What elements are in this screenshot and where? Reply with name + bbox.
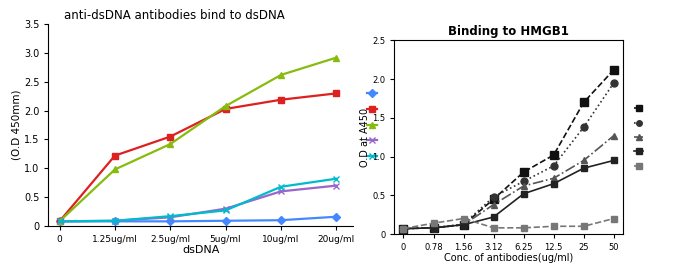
Text: anti-dsDNA antibodies bind to dsDNA: anti-dsDNA antibodies bind to dsDNA [64,9,284,22]
Y-axis label: O.D at A450: O.D at A450 [360,108,370,167]
X-axis label: dsDNA: dsDNA [182,245,219,255]
Legend: , , , , : , , , , [363,86,387,164]
Y-axis label: (O.D 450mm): (O.D 450mm) [11,90,21,160]
X-axis label: Conc. of antibodies(ug/ml): Conc. of antibodies(ug/ml) [444,253,573,263]
Legend: , , , , : , , , , [631,101,653,174]
Title: Binding to HMGB1: Binding to HMGB1 [448,25,569,38]
